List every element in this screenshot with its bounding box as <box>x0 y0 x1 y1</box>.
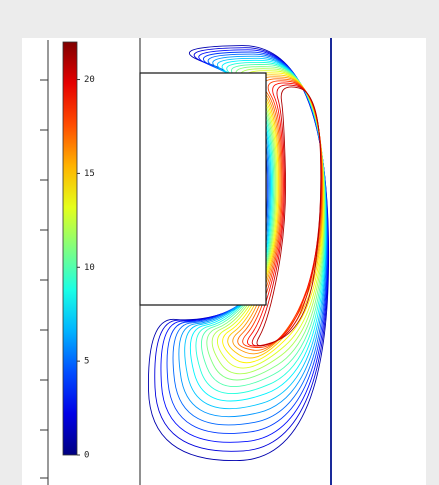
colorbar-tick-label: 0 <box>84 451 89 461</box>
colorbar <box>63 42 77 455</box>
colorbar-tick-label: 20 <box>84 75 95 85</box>
colorbar-tick-label: 5 <box>84 357 89 367</box>
figure: 0 5 10 15 20 <box>0 0 439 485</box>
colorbar-tick-label: 10 <box>84 263 95 273</box>
colorbar-tick-label: 15 <box>84 169 95 179</box>
obstacle <box>140 73 266 305</box>
